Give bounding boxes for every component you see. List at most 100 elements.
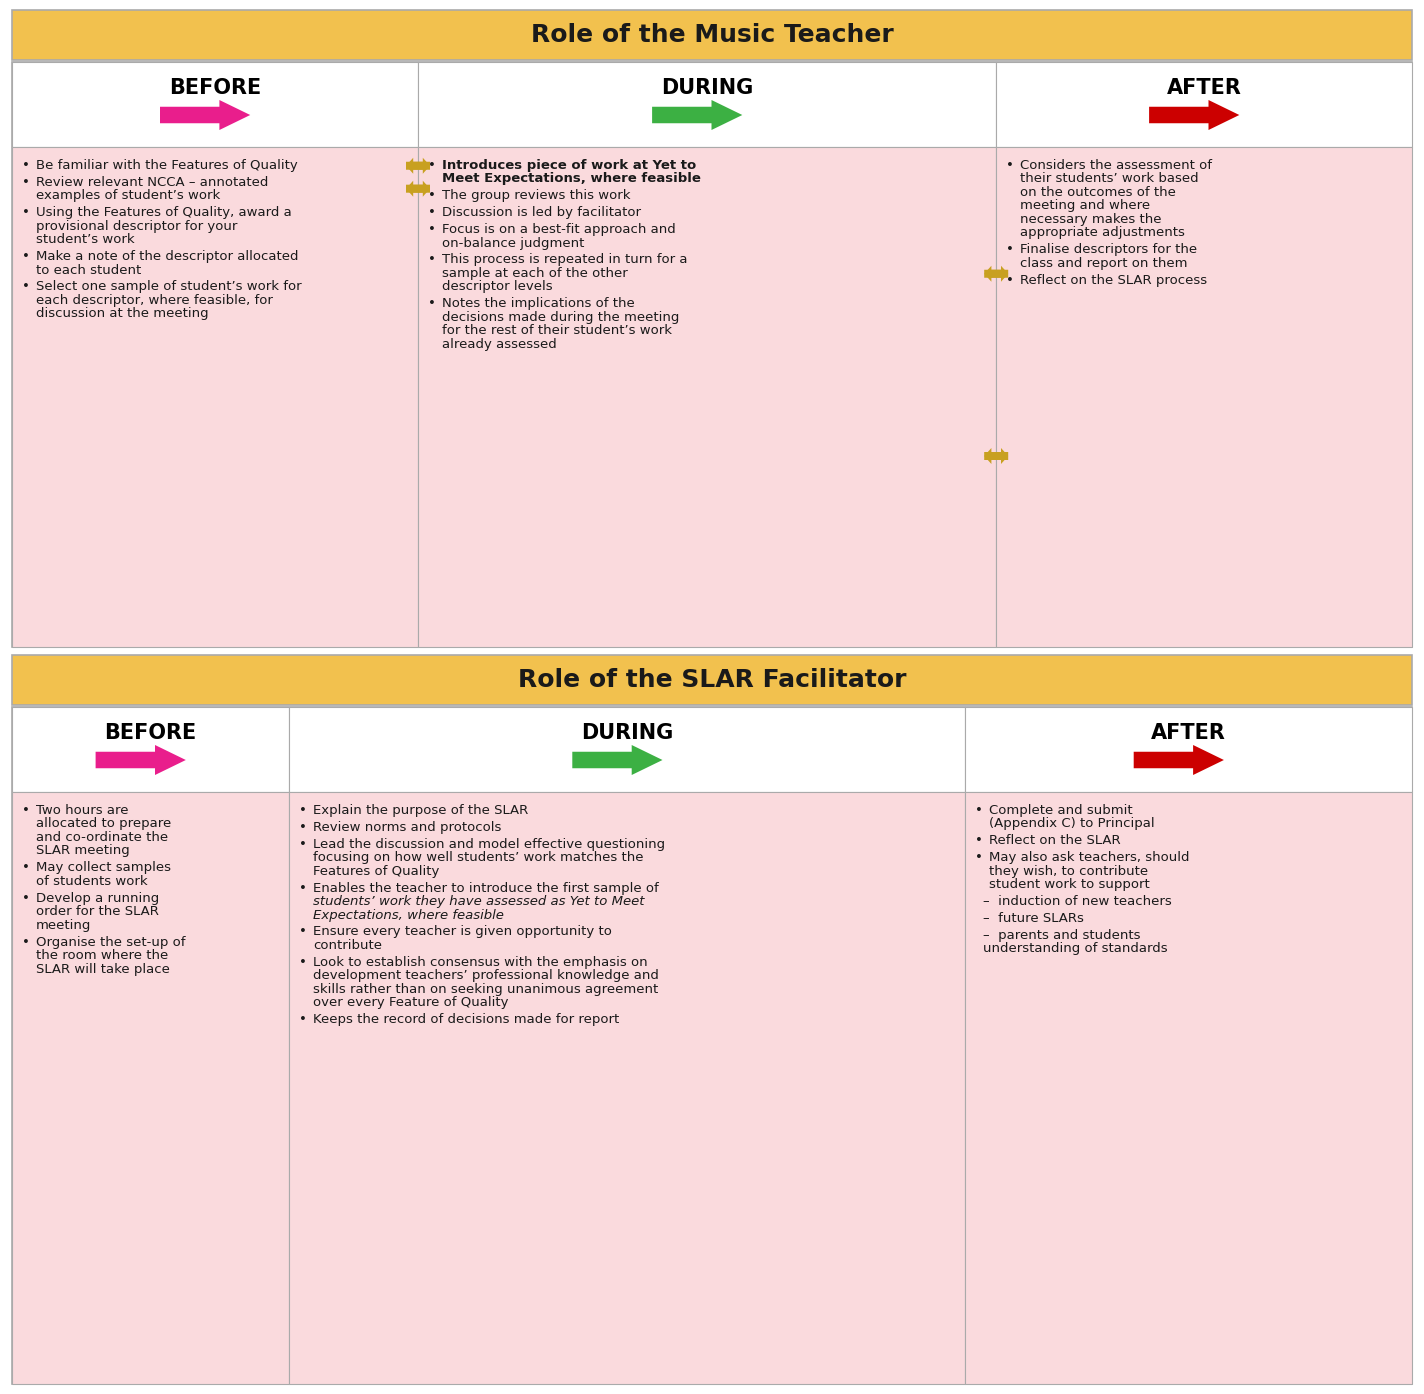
Text: Reflect on the SLAR: Reflect on the SLAR (990, 835, 1121, 848)
Text: –  induction of new teachers: – induction of new teachers (984, 895, 1172, 907)
FancyBboxPatch shape (289, 792, 965, 1384)
FancyArrow shape (159, 100, 251, 130)
Text: May also ask teachers, should: May also ask teachers, should (990, 852, 1190, 864)
Text: Explain the purpose of the SLAR: Explain the purpose of the SLAR (313, 804, 528, 817)
Text: •: • (429, 297, 436, 311)
Text: •: • (975, 804, 984, 817)
Text: already assessed: already assessed (441, 337, 557, 351)
Text: student work to support: student work to support (990, 878, 1151, 891)
Text: •: • (975, 835, 984, 848)
Text: •: • (1007, 159, 1014, 171)
Text: Organise the set-up of: Organise the set-up of (36, 935, 185, 949)
Text: allocated to prepare: allocated to prepare (36, 817, 171, 831)
Text: the room where the: the room where the (36, 949, 168, 962)
FancyArrow shape (1134, 744, 1223, 775)
Text: •: • (429, 223, 436, 236)
Text: on the outcomes of the: on the outcomes of the (1020, 185, 1176, 199)
Text: for the rest of their student’s work: for the rest of their student’s work (441, 325, 672, 337)
Text: over every Feature of Quality: over every Feature of Quality (313, 997, 508, 1009)
Text: BEFORE: BEFORE (169, 78, 261, 98)
Text: and co-ordinate the: and co-ordinate the (36, 831, 168, 843)
FancyBboxPatch shape (11, 707, 289, 792)
Text: Be familiar with the Features of Quality: Be familiar with the Features of Quality (36, 159, 298, 171)
Text: students’ work they have assessed as Yet to Meet: students’ work they have assessed as Yet… (313, 895, 645, 907)
Text: meeting and where: meeting and where (1020, 199, 1151, 212)
Text: •: • (21, 250, 30, 263)
Text: Complete and submit: Complete and submit (990, 804, 1134, 817)
Text: Finalise descriptors for the: Finalise descriptors for the (1020, 244, 1198, 256)
Text: skills rather than on seeking unanimous agreement: skills rather than on seeking unanimous … (313, 983, 658, 995)
FancyArrow shape (1149, 100, 1239, 130)
Text: Reflect on the SLAR process: Reflect on the SLAR process (1020, 273, 1208, 287)
Text: to each student: to each student (36, 263, 141, 276)
Text: their students’ work based: their students’ work based (1020, 173, 1199, 185)
Text: Discussion is led by facilitator: Discussion is led by facilitator (441, 206, 641, 219)
Text: Make a note of the descriptor allocated: Make a note of the descriptor allocated (36, 250, 299, 263)
Text: •: • (1007, 244, 1014, 256)
Text: Focus is on a best-fit approach and: Focus is on a best-fit approach and (441, 223, 676, 236)
Text: Look to establish consensus with the emphasis on: Look to establish consensus with the emp… (313, 956, 648, 969)
Text: appropriate adjustments: appropriate adjustments (1020, 226, 1185, 240)
Text: DURING: DURING (581, 723, 674, 743)
Text: they wish, to contribute: they wish, to contribute (990, 864, 1149, 878)
Text: each descriptor, where feasible, for: each descriptor, where feasible, for (36, 294, 273, 307)
Text: Develop a running: Develop a running (36, 892, 159, 905)
Text: •: • (21, 159, 30, 171)
Text: necessary makes the: necessary makes the (1020, 213, 1162, 226)
Text: contribute: contribute (313, 940, 382, 952)
FancyBboxPatch shape (419, 146, 997, 647)
Text: •: • (21, 804, 30, 817)
Text: understanding of standards: understanding of standards (984, 942, 1168, 955)
Text: •: • (429, 254, 436, 266)
Text: Notes the implications of the: Notes the implications of the (441, 297, 635, 311)
Text: meeting: meeting (36, 919, 91, 931)
Text: order for the SLAR: order for the SLAR (36, 905, 159, 919)
Text: •: • (299, 956, 308, 969)
FancyBboxPatch shape (11, 655, 1413, 705)
Text: decisions made during the meeting: decisions made during the meeting (441, 311, 679, 323)
Text: •: • (21, 176, 30, 188)
Text: development teachers’ professional knowledge and: development teachers’ professional knowl… (313, 969, 659, 983)
Text: –  parents and students: – parents and students (984, 928, 1141, 942)
Text: •: • (21, 861, 30, 874)
FancyBboxPatch shape (11, 792, 289, 1384)
Text: •: • (21, 206, 30, 219)
FancyArrow shape (984, 447, 1008, 464)
Text: •: • (299, 838, 308, 850)
Text: SLAR will take place: SLAR will take place (36, 963, 169, 976)
Text: Keeps the record of decisions made for report: Keeps the record of decisions made for r… (313, 1013, 619, 1026)
Text: •: • (299, 881, 308, 895)
FancyBboxPatch shape (11, 10, 1413, 60)
Text: Review relevant NCCA – annotated: Review relevant NCCA – annotated (36, 176, 268, 188)
Text: SLAR meeting: SLAR meeting (36, 845, 130, 857)
FancyBboxPatch shape (11, 61, 419, 146)
Text: Meet Expectations, where feasible: Meet Expectations, where feasible (441, 173, 701, 185)
Text: descriptor levels: descriptor levels (441, 280, 553, 294)
Text: of students work: of students work (36, 875, 148, 888)
Text: •: • (299, 821, 308, 834)
Text: –  future SLARs: – future SLARs (984, 912, 1084, 926)
Text: student’s work: student’s work (36, 233, 135, 247)
Text: on-balance judgment: on-balance judgment (441, 237, 584, 250)
FancyBboxPatch shape (997, 146, 1413, 647)
Text: •: • (299, 1013, 308, 1026)
Text: focusing on how well students’ work matches the: focusing on how well students’ work matc… (313, 852, 644, 864)
FancyArrow shape (652, 100, 742, 130)
Text: provisional descriptor for your: provisional descriptor for your (36, 220, 238, 233)
Text: Two hours are: Two hours are (36, 804, 128, 817)
Text: •: • (429, 206, 436, 219)
FancyArrow shape (984, 447, 1008, 464)
Text: Review norms and protocols: Review norms and protocols (313, 821, 501, 834)
FancyArrow shape (984, 266, 1008, 282)
FancyBboxPatch shape (11, 707, 1413, 1384)
Text: Considers the assessment of: Considers the assessment of (1020, 159, 1212, 171)
Text: sample at each of the other: sample at each of the other (441, 268, 628, 280)
FancyBboxPatch shape (11, 61, 1413, 647)
FancyArrow shape (406, 181, 430, 197)
FancyBboxPatch shape (289, 707, 965, 792)
FancyArrow shape (406, 181, 430, 197)
Text: The group reviews this work: The group reviews this work (441, 190, 631, 202)
FancyArrow shape (572, 744, 662, 775)
Text: discussion at the meeting: discussion at the meeting (36, 308, 209, 321)
FancyBboxPatch shape (965, 707, 1413, 792)
